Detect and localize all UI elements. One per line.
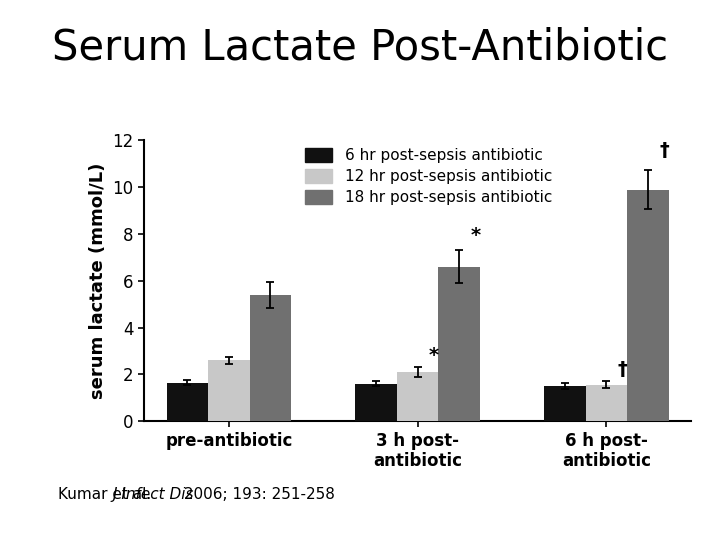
- Bar: [166, 382, 208, 421]
- Text: 2006; 193: 251-258: 2006; 193: 251-258: [179, 487, 334, 502]
- Bar: [438, 267, 480, 421]
- Text: †: †: [659, 141, 669, 160]
- Text: Serum Lactate Post-Antibiotic: Serum Lactate Post-Antibiotic: [52, 27, 668, 69]
- Bar: [208, 360, 250, 421]
- Bar: [250, 295, 291, 421]
- Text: Kumar et al.: Kumar et al.: [58, 487, 156, 502]
- Legend: 6 hr post-sepsis antibiotic, 12 hr post-sepsis antibiotic, 18 hr post-sepsis ant: 6 hr post-sepsis antibiotic, 12 hr post-…: [305, 148, 552, 205]
- Text: *: *: [429, 346, 439, 365]
- Bar: [585, 385, 627, 421]
- Bar: [627, 190, 669, 421]
- Bar: [397, 372, 438, 421]
- Text: J Infect Dis: J Infect Dis: [112, 487, 194, 502]
- Bar: [356, 384, 397, 421]
- Text: *: *: [470, 226, 480, 245]
- Y-axis label: serum lactate (mmol/L): serum lactate (mmol/L): [89, 163, 107, 399]
- Text: †: †: [618, 360, 627, 379]
- Bar: [544, 386, 585, 421]
